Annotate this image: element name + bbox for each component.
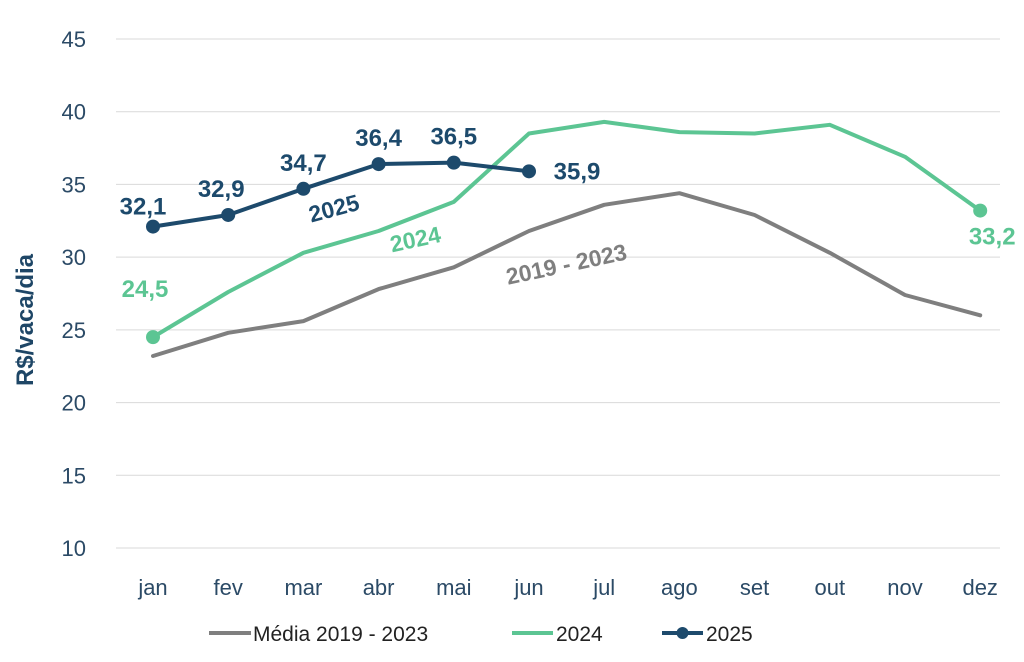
series-point: [221, 207, 236, 222]
legend: Média 2019 - 2023 2024 2025: [209, 623, 753, 646]
data-label: 35,9: [554, 158, 601, 185]
x-tick-label: mar: [284, 575, 322, 600]
series-line-1: [151, 191, 983, 358]
x-tick-label: fev: [214, 575, 243, 600]
data-label: 32,1: [120, 194, 167, 221]
data-label: 36,4: [355, 125, 402, 152]
y-tick-label: 40: [62, 100, 86, 125]
series-inline-label: 2019 - 2023: [504, 239, 630, 290]
y-tick-label: 30: [62, 245, 86, 270]
series-lines: [146, 119, 988, 358]
legend-label: 2024: [556, 623, 603, 646]
data-label: 24,5: [122, 276, 169, 303]
series-point: [446, 155, 461, 170]
data-label: 34,7: [280, 150, 327, 177]
series-line-2: [151, 119, 983, 340]
y-tick-label: 25: [62, 318, 86, 343]
y-axis-ticks: 10 15 20 25 30 35 40 45: [62, 27, 86, 561]
data-label: 33,2: [969, 224, 1016, 251]
data-label: 32,9: [198, 176, 245, 203]
series-line-3: [151, 160, 531, 229]
x-tick-label: set: [740, 575, 769, 600]
data-label: 36,5: [430, 124, 477, 151]
legend-label: Média 2019 - 2023: [253, 623, 428, 646]
gridlines: [116, 38, 1000, 549]
y-tick-label: 35: [62, 172, 86, 197]
x-tick-label: ago: [661, 575, 698, 600]
x-tick-label: jan: [137, 575, 167, 600]
series-point: [296, 181, 311, 196]
series-inline-label: 2025: [306, 189, 362, 227]
series-point: [146, 219, 160, 234]
x-tick-label: out: [815, 575, 846, 600]
y-tick-label: 45: [62, 27, 86, 52]
series-inline-label: 2024: [388, 221, 444, 257]
series-point: [371, 157, 386, 172]
series-point: [146, 330, 160, 345]
x-axis-ticks: jan fev mar abr mai jun jul ago set out nov dez: [137, 575, 998, 600]
x-tick-label: nov: [887, 575, 922, 600]
series-point: [973, 203, 988, 218]
y-tick-label: 20: [62, 391, 86, 416]
series-point: [522, 164, 536, 179]
y-tick-label: 15: [62, 463, 86, 488]
x-tick-label: mai: [436, 575, 471, 600]
legend-marker: [676, 627, 689, 639]
y-axis-label: R$/vaca/dia: [12, 253, 39, 386]
legend-label: 2025: [706, 623, 753, 646]
x-tick-label: abr: [363, 575, 395, 600]
x-tick-label: dez: [962, 575, 997, 600]
data-labels: 24,5 33,2 32,1 32,9 34,7 36,4 36,5 35,9 2019 - 2…: [120, 124, 1016, 304]
x-tick-label: jun: [513, 575, 543, 600]
x-tick-label: jul: [592, 575, 615, 600]
y-tick-label: 10: [62, 536, 86, 561]
